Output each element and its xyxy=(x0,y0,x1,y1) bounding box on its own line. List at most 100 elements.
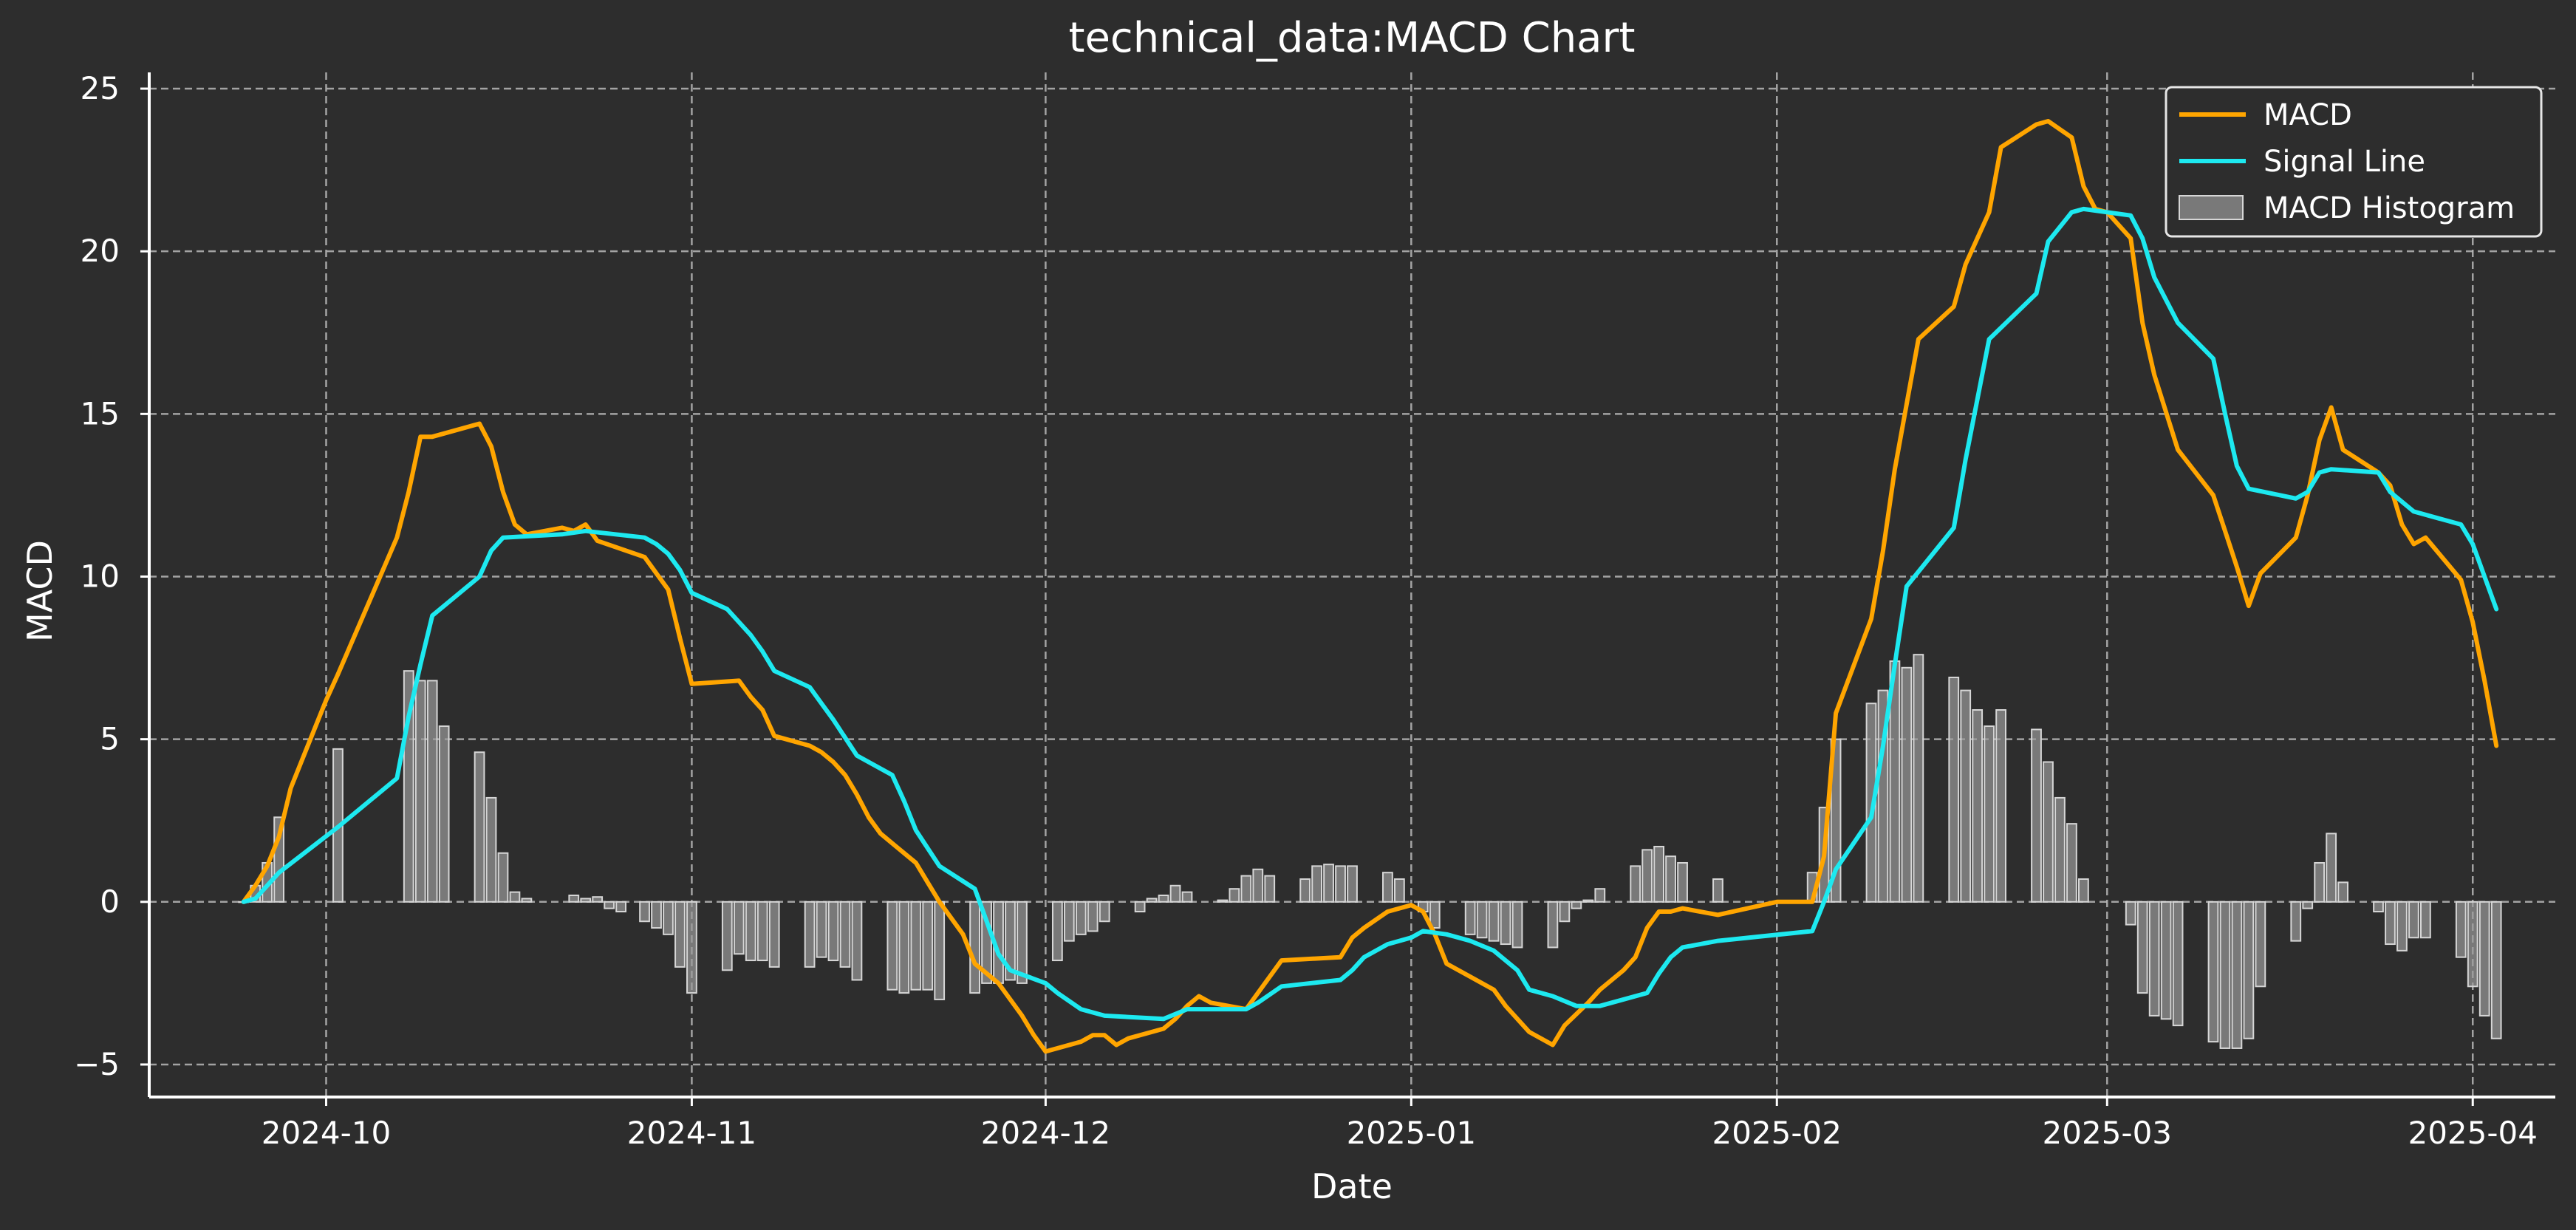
histogram-bar xyxy=(2066,823,2077,903)
histogram-bar xyxy=(686,901,697,994)
histogram-bar xyxy=(1005,901,1016,981)
legend-frame xyxy=(2165,86,2543,238)
histogram-bar xyxy=(2314,861,2326,903)
legend-macd-label: MACD xyxy=(2264,98,2352,132)
histogram-bar xyxy=(2467,901,2478,988)
histogram-bar xyxy=(1393,878,1405,903)
histogram-bar xyxy=(827,901,839,962)
histogram-bar xyxy=(1476,901,1488,939)
x-tick-label: 2024-10 xyxy=(262,1115,392,1151)
histogram-bar xyxy=(1464,901,1476,935)
legend-histogram-label: MACD Histogram xyxy=(2264,191,2515,225)
histogram-bar xyxy=(1653,845,1664,903)
y-tick-label: −5 xyxy=(74,1046,120,1082)
histogram-bar xyxy=(1511,901,1523,949)
legend-signal-label: Signal Line xyxy=(2264,145,2425,179)
histogram-bar xyxy=(615,901,627,913)
histogram-bar xyxy=(1984,725,1995,903)
y-tick-label: 20 xyxy=(81,233,120,269)
histogram-bar xyxy=(1169,884,1181,903)
histogram-bar xyxy=(414,680,426,903)
y-tick-label: 5 xyxy=(100,721,120,757)
histogram-bar xyxy=(910,901,922,991)
y-tick-label: 10 xyxy=(81,558,120,594)
histogram-bar xyxy=(1181,891,1193,903)
histogram-bar xyxy=(756,901,768,962)
histogram-bar xyxy=(1594,888,1606,903)
histogram-bar xyxy=(2302,901,2314,909)
histogram-bar xyxy=(2172,901,2184,1027)
histogram-bar xyxy=(1051,901,1063,962)
histogram-bar xyxy=(1677,861,1688,903)
x-tick-label: 2024-11 xyxy=(627,1115,757,1151)
histogram-bar xyxy=(2455,901,2467,958)
histogram-bar xyxy=(1382,872,1393,903)
histogram-bar xyxy=(2043,761,2054,903)
histogram-bar xyxy=(568,895,580,903)
histogram-bar xyxy=(1075,901,1087,935)
histogram-bar xyxy=(639,901,650,923)
histogram-bar xyxy=(2373,901,2384,913)
histogram-bar xyxy=(521,898,533,903)
histogram-bar xyxy=(898,901,910,994)
histogram-bar xyxy=(651,901,662,929)
x-axis-label: Date xyxy=(1311,1166,1393,1206)
histogram-bar xyxy=(592,896,604,903)
histogram-bar xyxy=(1913,654,1924,903)
histogram-bar xyxy=(509,891,521,903)
histogram-bar xyxy=(1311,865,1322,903)
macd-line xyxy=(241,119,2499,1054)
histogram-bar xyxy=(1323,864,1334,903)
histogram-bar xyxy=(1547,901,1559,949)
histogram-bar xyxy=(1063,901,1075,942)
signal-line xyxy=(241,206,2499,1022)
histogram-bar xyxy=(2490,901,2502,1039)
histogram-bar xyxy=(1995,709,2006,903)
histogram-bar xyxy=(1559,901,1571,923)
histogram-bar xyxy=(733,901,745,955)
histogram-bar xyxy=(2160,901,2172,1020)
histogram-bar xyxy=(816,901,827,958)
x-tick-label: 2025-02 xyxy=(1712,1115,1842,1151)
histogram-bar xyxy=(1901,666,1913,903)
histogram-bar xyxy=(2219,901,2231,1049)
histogram-bar xyxy=(2136,901,2148,994)
histogram-bar xyxy=(485,796,497,903)
legend: MACD Signal Line MACD Histogram xyxy=(2165,86,2543,238)
histogram-bar xyxy=(2148,901,2160,1017)
histogram-bar xyxy=(2290,901,2302,942)
y-tick-label: 15 xyxy=(81,395,120,431)
histogram-bar xyxy=(839,901,851,968)
histogram-bar xyxy=(1960,689,1972,903)
histogram-bar xyxy=(1087,901,1099,932)
histogram-bar xyxy=(1134,901,1146,913)
histogram-bar xyxy=(2396,901,2408,951)
histogram-bar xyxy=(1347,865,1358,903)
histogram-bar xyxy=(674,901,686,968)
histogram-bar xyxy=(1335,865,1346,903)
histogram-bar xyxy=(2054,796,2066,903)
histogram-bar xyxy=(886,901,898,991)
histogram-bar xyxy=(2031,728,2042,903)
histogram-bar xyxy=(1017,901,1028,984)
histogram-bar xyxy=(2243,901,2255,1039)
line-series xyxy=(241,119,2499,1054)
histogram-bar xyxy=(2077,878,2089,903)
histogram-bar xyxy=(1948,676,1960,903)
legend-histogram-swatch xyxy=(2179,195,2244,220)
histogram-bar xyxy=(2125,901,2136,926)
histogram-bar xyxy=(2207,901,2219,1043)
histogram-bar xyxy=(1429,901,1441,929)
histogram-bar xyxy=(1582,899,1594,903)
histogram-bar xyxy=(1229,888,1240,903)
histogram-bar xyxy=(804,901,816,968)
x-tick-label: 2025-03 xyxy=(2043,1115,2173,1151)
y-tick-label: 25 xyxy=(81,70,120,106)
histogram-bar xyxy=(1264,875,1276,903)
histogram-bar xyxy=(1252,868,1264,903)
histogram-bar xyxy=(1500,901,1511,946)
histogram-bar xyxy=(1099,901,1110,923)
histogram-bar xyxy=(721,901,733,971)
histogram-bar xyxy=(1571,901,1582,909)
